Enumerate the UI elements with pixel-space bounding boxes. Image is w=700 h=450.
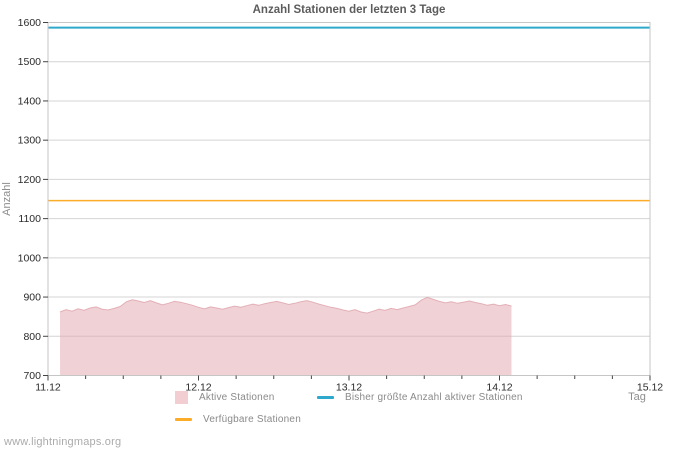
legend-item-verfuegbare-stationen: Verfügbare Stationen xyxy=(175,412,301,426)
chart-title: Anzahl Stationen der letzten 3 Tage xyxy=(253,4,446,16)
y-tick-label: 900 xyxy=(23,292,41,304)
y-tick-label: 1200 xyxy=(18,174,42,186)
y-tick-label: 1500 xyxy=(18,56,42,68)
x-tick-label: 12.12 xyxy=(185,382,211,394)
y-tick-label: 1300 xyxy=(18,135,42,147)
x-tick-label: 11.12 xyxy=(35,382,61,394)
active-stations-area xyxy=(60,297,512,376)
x-axis-label: Tag xyxy=(628,391,646,403)
y-tick-label: 800 xyxy=(23,331,41,343)
legend-item-aktive-stationen: Aktive Stationen xyxy=(175,390,274,404)
axis-ticks xyxy=(43,22,651,381)
x-tick-label: 13.12 xyxy=(336,382,362,394)
y-axis-label: Anzahl xyxy=(1,182,13,216)
legend-label: Aktive Stationen xyxy=(199,391,275,403)
axis-tick-labels: 700 800 900 1000 1100 1200 1300 1400 1500 1600 11.… xyxy=(18,17,664,394)
y-tick-label: 1600 xyxy=(18,17,42,29)
line-swatch-icon xyxy=(175,417,192,421)
legend-item-bisher-groesste: Bisher größte Anzahl aktiver Stationen xyxy=(317,390,523,404)
series xyxy=(48,26,650,376)
active-stations-edge xyxy=(59,296,512,314)
y-tick-label: 1100 xyxy=(18,213,41,225)
area-swatch-icon xyxy=(175,390,188,404)
y-tick-label: 700 xyxy=(23,370,41,382)
y-tick-label: 1400 xyxy=(18,95,42,107)
legend-label: Bisher größte Anzahl aktiver Stationen xyxy=(345,391,523,403)
x-tick-label: 15.12 xyxy=(637,382,663,394)
y-tick-label: 1000 xyxy=(18,252,42,264)
gridlines xyxy=(48,61,650,337)
watermark: www.lightningmaps.org xyxy=(4,436,122,448)
legend-label: Verfügbare Stationen xyxy=(203,413,301,425)
x-tick-label: 14.12 xyxy=(486,382,512,394)
line-swatch-icon xyxy=(317,395,334,399)
